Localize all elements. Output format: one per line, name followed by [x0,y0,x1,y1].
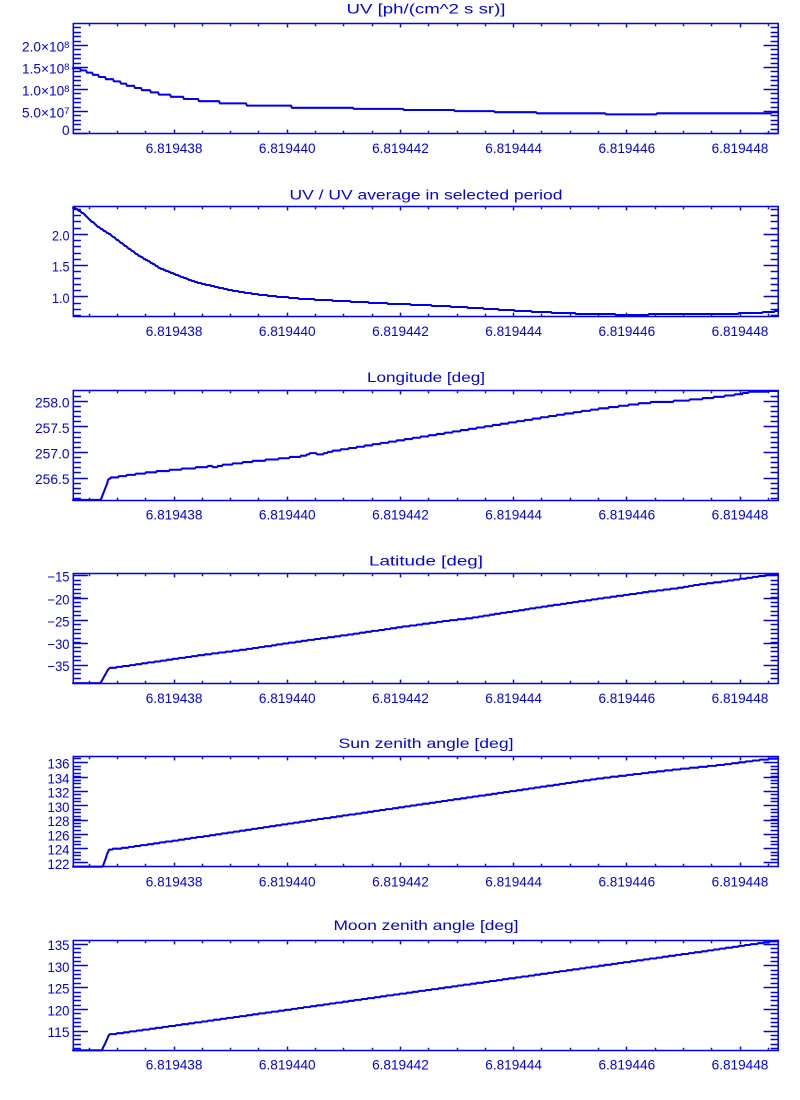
svg-text:136: 136 [48,757,70,772]
svg-text:6.819438: 6.819438 [146,508,203,523]
svg-text:6.819438: 6.819438 [146,324,203,339]
svg-text:−15: −15 [48,570,70,585]
svg-text:6.819438: 6.819438 [146,1058,203,1073]
svg-text:6.819446: 6.819446 [598,1058,655,1073]
svg-text:126: 126 [48,828,70,843]
svg-text:256.5: 256.5 [35,472,70,487]
svg-text:6.819446: 6.819446 [598,324,655,339]
svg-text:1.5: 1.5 [52,260,70,275]
svg-text:122: 122 [48,857,70,872]
svg-text:Longitude [deg]: Longitude [deg] [367,370,485,385]
svg-text:124: 124 [48,843,70,858]
svg-text:6.819444: 6.819444 [485,141,542,156]
svg-text:1.0×108: 1.0×108 [22,84,70,99]
svg-text:6.819448: 6.819448 [712,508,769,523]
svg-text:6.819440: 6.819440 [259,508,316,523]
svg-text:125: 125 [48,982,70,997]
svg-text:Sun zenith angle [deg]: Sun zenith angle [deg] [339,736,514,751]
svg-text:1.5×108: 1.5×108 [22,62,70,77]
svg-text:UV / UV average in selected pe: UV / UV average in selected period [290,188,563,203]
svg-text:6.819442: 6.819442 [372,691,429,706]
svg-text:258.0: 258.0 [35,395,70,410]
svg-text:0: 0 [62,123,70,138]
svg-text:6.819442: 6.819442 [372,874,429,889]
svg-text:6.819446: 6.819446 [598,508,655,523]
svg-text:130: 130 [48,960,70,975]
svg-text:6.819438: 6.819438 [146,691,203,706]
svg-text:6.819444: 6.819444 [485,1058,542,1073]
svg-text:6.819448: 6.819448 [712,1058,769,1073]
svg-text:120: 120 [48,1003,70,1018]
svg-text:128: 128 [48,814,70,829]
svg-text:132: 132 [48,786,70,801]
svg-text:6.819442: 6.819442 [372,141,429,156]
svg-text:135: 135 [48,938,70,953]
svg-text:6.819442: 6.819442 [372,1058,429,1073]
svg-text:Latitude [deg]: Latitude [deg] [369,553,483,568]
svg-text:−25: −25 [48,614,70,629]
svg-text:−30: −30 [48,637,70,652]
svg-text:6.819440: 6.819440 [259,324,316,339]
svg-text:6.819448: 6.819448 [712,324,769,339]
svg-text:257.5: 257.5 [35,421,70,436]
svg-text:6.819442: 6.819442 [372,324,429,339]
svg-text:5.0×107: 5.0×107 [22,105,70,120]
svg-text:6.819448: 6.819448 [712,141,769,156]
svg-text:115: 115 [48,1025,70,1040]
svg-text:−35: −35 [48,659,70,674]
svg-text:6.819440: 6.819440 [259,1058,316,1073]
svg-text:6.819444: 6.819444 [485,874,542,889]
svg-text:6.819444: 6.819444 [485,691,542,706]
svg-text:6.819446: 6.819446 [598,141,655,156]
svg-text:6.819442: 6.819442 [372,508,429,523]
svg-text:6.819448: 6.819448 [712,874,769,889]
svg-text:6.819440: 6.819440 [259,691,316,706]
svg-text:6.819448: 6.819448 [712,691,769,706]
svg-text:−20: −20 [48,593,70,608]
svg-text:6.819440: 6.819440 [259,874,316,889]
svg-text:6.819446: 6.819446 [598,691,655,706]
svg-text:6.819444: 6.819444 [485,508,542,523]
svg-text:257.0: 257.0 [35,447,70,462]
svg-text:130: 130 [48,800,70,815]
svg-text:6.819440: 6.819440 [259,141,316,156]
svg-text:2.0×108: 2.0×108 [22,39,70,54]
svg-text:134: 134 [48,771,70,786]
svg-text:Moon zenith angle [deg]: Moon zenith angle [deg] [334,918,519,933]
svg-text:6.819446: 6.819446 [598,874,655,889]
svg-text:6.819444: 6.819444 [485,324,542,339]
svg-text:2.0: 2.0 [52,228,70,243]
svg-text:6.819438: 6.819438 [146,141,203,156]
svg-text:1.0: 1.0 [52,291,70,306]
svg-text:UV [ph/(cm^2 s sr)]: UV [ph/(cm^2 s sr)] [347,2,506,17]
svg-text:6.819438: 6.819438 [146,874,203,889]
